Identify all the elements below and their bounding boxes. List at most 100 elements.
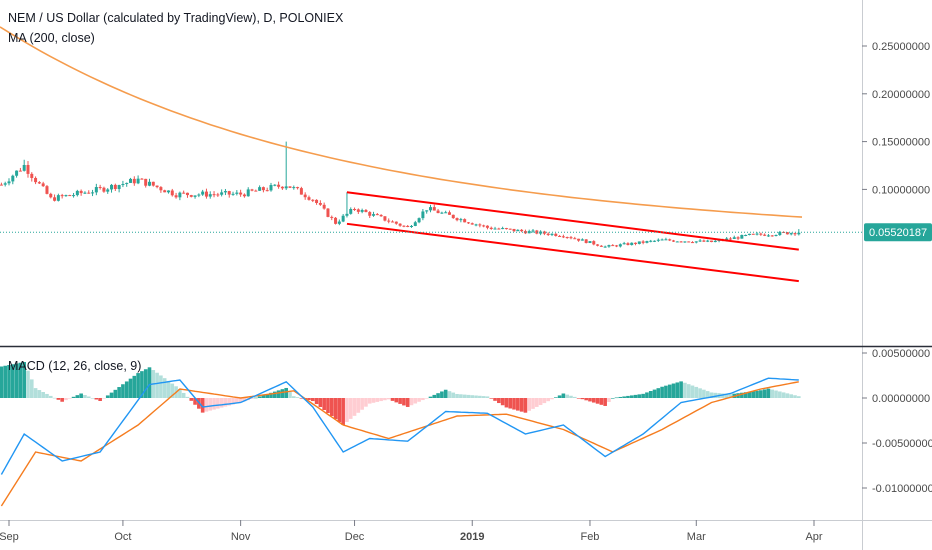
channel-trendline[interactable] (346, 191, 799, 251)
candle-body (296, 187, 300, 189)
x-tick-label: 2019 (460, 531, 484, 543)
candle-body (447, 212, 451, 215)
x-tick-label: Oct (114, 531, 131, 543)
candle-body (166, 190, 170, 193)
candle-body (455, 218, 459, 221)
histogram-bar (527, 398, 532, 411)
histogram-bar (455, 393, 459, 398)
candle-body (402, 225, 406, 227)
x-tick-label: Apr (805, 531, 822, 543)
histogram-bar (474, 395, 478, 398)
histogram-bar (371, 398, 376, 403)
candle-body (451, 214, 455, 219)
y-tick-label: 0.15000000 (872, 137, 930, 149)
histogram-bar (774, 390, 778, 398)
histogram-bar (124, 381, 129, 398)
histogram-bar (645, 392, 649, 398)
candle-body (223, 191, 227, 193)
candle-body (125, 182, 129, 184)
candle-body (303, 194, 307, 198)
histogram-bar (648, 391, 653, 398)
histogram-bar (254, 397, 258, 399)
histogram-bar (451, 392, 456, 398)
histogram-bar (208, 398, 213, 411)
candle-body (326, 208, 330, 217)
candle-body (288, 186, 292, 188)
candle-body (763, 234, 767, 236)
candle-body (353, 209, 357, 211)
histogram-bar (516, 398, 520, 411)
histogram-bar (360, 398, 364, 410)
signal-line (0, 381, 799, 507)
histogram-bar (14, 363, 19, 398)
candle-body (535, 230, 539, 234)
histogram-bar (390, 398, 395, 401)
histogram-bar (326, 398, 330, 414)
candle-body (239, 192, 243, 195)
histogram-bar (337, 398, 342, 423)
histogram-bar (178, 389, 182, 398)
candle-body (649, 240, 653, 242)
candle-body (565, 237, 569, 239)
candle-body (212, 194, 216, 196)
histogram-bar (584, 398, 588, 401)
candle-body (740, 234, 744, 239)
histogram-bar (329, 398, 334, 417)
histogram-bar (333, 398, 338, 420)
candle-body (653, 240, 657, 242)
macd-y-tick-label: -0.01000000 (872, 483, 932, 495)
candle-body (159, 187, 163, 191)
histogram-bar (394, 398, 399, 403)
candle-body (368, 212, 372, 216)
candle-body (592, 241, 596, 245)
histogram-bar (159, 375, 163, 398)
histogram-bar (94, 398, 99, 400)
histogram-bar (698, 388, 702, 398)
candle-body (387, 220, 391, 222)
histogram-bar (679, 381, 683, 398)
histogram-bar (755, 390, 759, 398)
histogram-bar (288, 392, 292, 398)
histogram-bar (162, 378, 167, 398)
candle-body (793, 233, 797, 235)
last-price-badge (864, 223, 932, 242)
channel-trendline[interactable] (346, 222, 799, 283)
candle-body (504, 228, 508, 230)
histogram-bar (181, 392, 186, 398)
candle-body (747, 233, 751, 235)
histogram-bar (580, 398, 585, 400)
histogram-bar (557, 395, 562, 398)
candle-body (778, 231, 782, 236)
candle-body (683, 241, 687, 243)
candle-body (330, 216, 334, 218)
histogram-bar (60, 398, 64, 402)
candle-body (197, 194, 201, 196)
candle-body (337, 221, 341, 224)
histogram-bar (364, 398, 368, 407)
candle-body (151, 181, 155, 186)
candle-body (193, 195, 197, 197)
candle-body (744, 234, 748, 236)
histogram-bar (56, 398, 61, 400)
y-tick-label: 0.25000000 (872, 41, 930, 53)
candle-body (561, 236, 565, 238)
histogram-bar (235, 398, 239, 404)
histogram-bar (170, 383, 175, 398)
candle-body (34, 177, 38, 183)
histogram-bar (265, 394, 270, 398)
histogram-bar (212, 398, 216, 410)
candle-body (421, 211, 425, 219)
candle-body (687, 241, 691, 243)
histogram-bar (497, 398, 501, 404)
histogram-bar (690, 385, 695, 398)
histogram-bar (694, 386, 699, 398)
histogram-bar (227, 398, 232, 406)
candle-body (478, 224, 482, 226)
candle-body (436, 210, 440, 214)
candle-body (679, 241, 683, 243)
histogram-bar (671, 383, 676, 398)
histogram-bar (466, 394, 471, 398)
candle-body (622, 243, 626, 245)
candle-body (30, 173, 34, 178)
